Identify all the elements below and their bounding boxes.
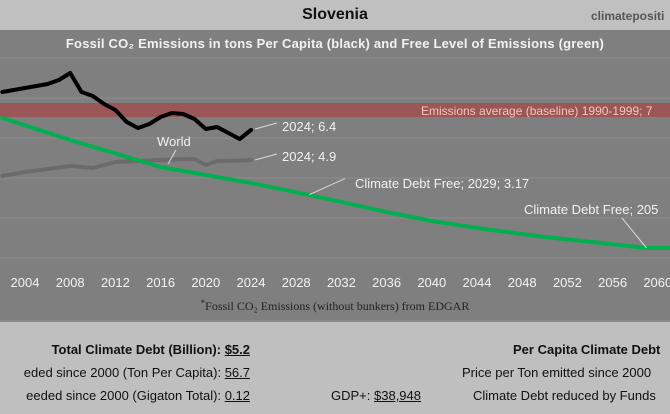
x-tick-label: 2024 xyxy=(237,275,266,290)
x-tick-label: 2040 xyxy=(417,275,446,290)
price-per-ton-label: Price per Ton emitted since 2000 xyxy=(462,365,652,380)
gigaton-total: eeded since 2000 (Gigaton Total): 0.12 xyxy=(26,388,250,403)
source-text: Fossil CO₂ Emissions (without bunkers) f… xyxy=(205,299,469,313)
chart-title: Fossil CO₂ Emissions in tons Per Capita … xyxy=(65,36,605,51)
annotation-label: 2024; 6.4 xyxy=(282,119,336,134)
x-tick-label: 2032 xyxy=(327,275,356,290)
x-tick-label: 2012 xyxy=(101,275,130,290)
ton-value: 56.7 xyxy=(224,365,250,380)
x-tick-label: 2056 xyxy=(598,275,627,290)
source-note: *Fossil CO₂ Emissions (without bunkers) … xyxy=(201,298,470,313)
plot-area xyxy=(0,30,670,320)
x-tick-label: 2044 xyxy=(463,275,492,290)
annotation-leader xyxy=(167,149,177,165)
annotation-label: 2024; 4.9 xyxy=(282,149,336,164)
baseline-label: Emissions average (baseline) 1990-1999; … xyxy=(421,104,653,118)
x-tick-label: 2060 xyxy=(643,275,670,290)
gigaton-label: eeded since 2000 (Gigaton Total): xyxy=(26,388,222,403)
site-logo: climatepositi xyxy=(591,9,665,23)
annotation-leader xyxy=(254,122,278,130)
annotation-leader xyxy=(621,217,647,249)
gdp-value: $38,948 xyxy=(374,388,421,403)
total-value: $5.2 xyxy=(224,342,250,357)
annotation-leader xyxy=(309,178,346,196)
x-tick-label: 2008 xyxy=(56,275,85,290)
x-tick-label: 2004 xyxy=(11,275,40,290)
funds-label: Climate Debt reduced by Funds xyxy=(473,388,656,403)
ton-per-capita: eded since 2000 (Ton Per Capita): 56.7 xyxy=(24,365,250,380)
header-bar: Slovenia climatepositi xyxy=(0,0,670,30)
source-mark: * xyxy=(201,298,206,308)
x-tick-label: 2048 xyxy=(508,275,537,290)
gdp: GDP+: $38,948 xyxy=(331,388,421,403)
x-tick-label: 2016 xyxy=(146,275,175,290)
summary-panel: Total Climate Debt (Billion): $5.2 eded … xyxy=(0,320,670,414)
total-label: Total Climate Debt (Billion): xyxy=(51,342,222,357)
country-title: Slovenia xyxy=(302,6,368,23)
annotation-label: Climate Debt Free; 205 xyxy=(524,202,658,217)
x-tick-label: 2036 xyxy=(372,275,401,290)
x-tick-label: 2020 xyxy=(191,275,220,290)
series-line-free xyxy=(0,116,670,250)
x-tick-label: 2028 xyxy=(282,275,311,290)
gdp-label: GDP+: xyxy=(331,388,371,403)
ton-label: eded since 2000 (Ton Per Capita): xyxy=(23,365,222,380)
series-line-world xyxy=(0,157,253,178)
x-tick-label: 2052 xyxy=(553,275,582,290)
per-capita-debt-label: Per Capita Climate Debt xyxy=(513,342,661,357)
total-climate-debt: Total Climate Debt (Billion): $5.2 xyxy=(52,342,250,357)
annotation-label: World xyxy=(157,134,191,149)
annotation-leader xyxy=(254,153,278,161)
annotation-label: Climate Debt Free; 2029; 3.17 xyxy=(355,176,529,191)
gigaton-value: 0.12 xyxy=(224,388,250,403)
